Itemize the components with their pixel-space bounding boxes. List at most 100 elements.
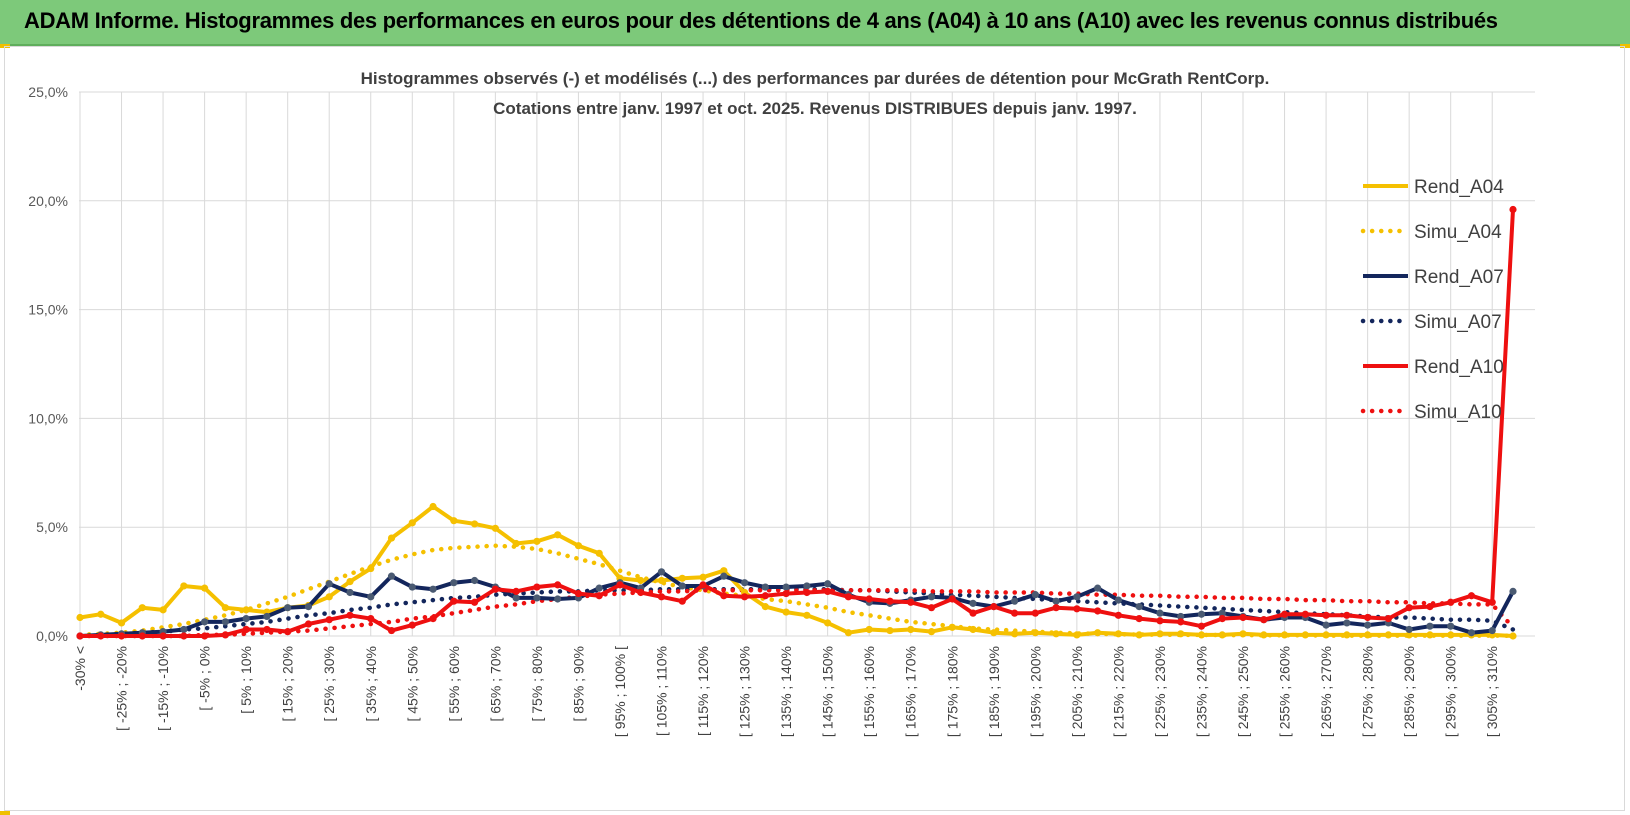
x-tick-label: [ 225% ; 230% [1152, 646, 1168, 737]
data-point-rend_a04 [346, 578, 354, 586]
data-point-rend_a10 [699, 581, 707, 589]
x-tick-label: [ 295% ; 300% [1443, 646, 1459, 737]
data-point-rend_a07 [242, 614, 250, 623]
data-point-rend_a04 [470, 520, 479, 528]
data-point-rend_a07 [387, 572, 396, 580]
data-point-rend_a04 [1114, 630, 1123, 638]
data-point-rend_a10 [470, 598, 479, 606]
x-tick-label: [ 115% ; 120% [695, 646, 711, 736]
series-line-rend_a10 [80, 209, 1515, 638]
data-point-rend_a04 [803, 611, 811, 619]
x-tick-label: [ 145% ; 150% [820, 646, 836, 737]
x-tick-label: [ 305% ; 310% [1484, 646, 1500, 737]
data-point-rend_a04 [1156, 630, 1164, 638]
data-point-rend_a10 [367, 614, 375, 623]
data-point-rend_a04 [844, 629, 853, 637]
data-point-rend_a10 [637, 588, 645, 597]
data-point-rend_a10 [678, 597, 686, 605]
x-tick-label: [ 65% ; 70% [487, 646, 503, 722]
series-line-simu_a04 [77, 543, 1516, 639]
data-point-rend_a07 [325, 580, 333, 588]
data-point-rend_a10 [1488, 598, 1496, 606]
data-point-rend_a07 [180, 625, 188, 634]
data-point-rend_a07 [1322, 621, 1330, 629]
legend-label: Simu_A04 [1414, 222, 1502, 243]
y-tick-label: 15,0% [28, 302, 68, 318]
x-tick-label: [ 25% ; 30% [321, 646, 337, 722]
x-tick-label: [ 275% ; 280% [1360, 646, 1376, 737]
x-tick-label: [ -25% ; -20% [114, 646, 130, 731]
data-point-rend_a07 [969, 599, 977, 607]
data-point-rend_a10 [533, 583, 541, 591]
legend-label: Rend_A10 [1414, 357, 1504, 378]
data-point-rend_a07 [533, 594, 541, 602]
data-point-rend_a04 [1010, 630, 1019, 638]
chart-title-group: Histogrammes observés (-) et modélisés (… [361, 69, 1270, 118]
data-point-rend_a10 [284, 628, 292, 636]
data-point-rend_a04 [76, 613, 84, 622]
data-point-rend_a04 [1177, 630, 1185, 638]
data-point-rend_a04 [782, 608, 790, 616]
data-point-rend_a07 [782, 583, 790, 591]
data-point-rend_a07 [803, 582, 811, 590]
data-point-rend_a10 [1156, 617, 1164, 625]
data-point-rend_a07 [408, 583, 416, 591]
data-point-rend_a10 [1094, 607, 1102, 615]
legend-label: Rend_A07 [1414, 267, 1504, 288]
data-point-rend_a04 [450, 517, 458, 525]
data-point-rend_a07 [201, 618, 209, 626]
data-point-rend_a04 [1218, 631, 1226, 639]
y-tick-label: 0,0% [36, 628, 68, 644]
corner-mark-right [1620, 44, 1630, 48]
series-lines [76, 205, 1517, 640]
x-tick-label: -30% < [72, 646, 88, 691]
series-line-rend_a04 [79, 504, 1514, 638]
data-point-rend_a10 [1426, 603, 1434, 611]
y-axis-labels: 0,0% 5,0% 10,0% 15,0% 20,0% 25,0% [28, 84, 68, 644]
data-point-rend_a10 [429, 614, 437, 623]
data-point-rend_a10 [595, 592, 603, 600]
data-point-rend_a10 [1218, 614, 1226, 623]
data-point-rend_a04 [159, 606, 167, 614]
data-point-rend_a04 [595, 549, 603, 557]
data-point-rend_a04 [699, 573, 707, 581]
x-tick-label: [ 45% ; 50% [404, 646, 420, 722]
data-point-rend_a10 [1364, 613, 1372, 622]
data-point-rend_a04 [491, 524, 499, 532]
data-point-rend_a10 [1343, 611, 1351, 619]
data-point-rend_a04 [1405, 631, 1413, 639]
data-point-rend_a10 [450, 597, 458, 605]
data-point-rend_a10 [657, 593, 666, 601]
data-point-rend_a10 [948, 595, 956, 603]
y-tick-label: 25,0% [28, 84, 68, 100]
data-point-rend_a07 [1052, 597, 1060, 605]
data-point-rend_a07 [1031, 591, 1039, 599]
data-point-rend_a10 [1239, 613, 1247, 622]
data-point-rend_a10 [117, 632, 126, 640]
data-point-rend_a07 [304, 603, 313, 611]
data-point-rend_a04 [761, 603, 769, 611]
data-point-rend_a10 [408, 621, 416, 629]
data-point-rend_a04 [907, 625, 915, 634]
report-title: ADAM Informe. Histogrammes des performan… [24, 8, 1498, 33]
data-point-rend_a10 [969, 609, 977, 617]
data-point-rend_a10 [1197, 622, 1206, 630]
data-point-rend_a04 [1094, 629, 1102, 637]
data-point-rend_a04 [1073, 631, 1081, 639]
data-point-rend_a10 [159, 632, 167, 640]
data-point-rend_a07 [1447, 622, 1455, 630]
data-point-rend_a04 [948, 623, 956, 631]
data-point-rend_a10 [803, 588, 811, 597]
data-point-rend_a07 [595, 584, 603, 592]
data-point-rend_a10 [907, 598, 915, 606]
data-point-rend_a10 [1052, 604, 1060, 612]
data-point-rend_a07 [824, 580, 832, 588]
data-point-rend_a04 [429, 502, 437, 511]
data-point-rend_a07 [678, 582, 686, 590]
data-point-rend_a10 [720, 592, 728, 600]
legend-label: Rend_A04 [1414, 177, 1504, 198]
x-tick-label: [ 285% ; 290% [1401, 646, 1417, 737]
data-point-rend_a07 [1156, 609, 1164, 617]
data-point-rend_a10 [76, 632, 84, 640]
data-point-rend_a04 [720, 567, 728, 575]
